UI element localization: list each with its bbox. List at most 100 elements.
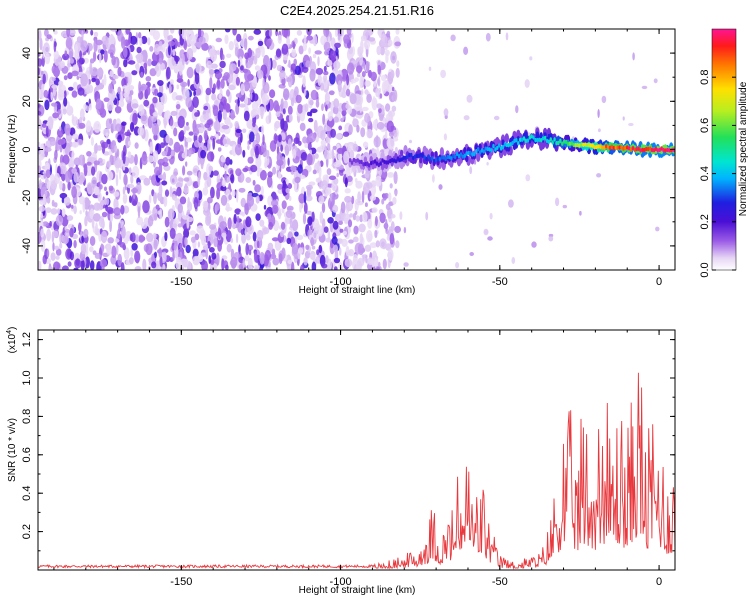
ridge-blob <box>490 148 493 153</box>
noise-blob <box>256 240 260 249</box>
noise-blob <box>277 183 283 190</box>
noise-blob <box>374 215 378 227</box>
ridge-blob <box>563 139 566 144</box>
noise-blob <box>136 46 142 54</box>
noise-blob <box>348 239 354 244</box>
noise-blob <box>126 183 135 189</box>
noise-blob <box>240 83 246 96</box>
noise-blob <box>487 236 493 241</box>
noise-blob <box>329 72 336 85</box>
noise-blob <box>322 113 326 126</box>
noise-blob <box>375 175 382 187</box>
noise-blob <box>135 62 140 74</box>
noise-blob <box>209 224 217 230</box>
noise-blob <box>596 173 602 178</box>
ridge-blob <box>513 138 516 143</box>
noise-blob <box>226 89 230 97</box>
noise-blob <box>220 155 226 163</box>
noise-blob <box>268 110 272 124</box>
noise-blob <box>66 29 71 38</box>
spectrogram-panel: -150 -100 -50 0 -40 -20 0 20 40 Height of strai… <box>7 28 676 296</box>
ridge-blob <box>555 141 558 146</box>
ridge-blob <box>589 143 593 148</box>
noise-blob <box>192 255 200 266</box>
noise-blob <box>294 65 301 76</box>
noise-blob <box>46 249 50 258</box>
noise-blob <box>149 141 154 154</box>
noise-blob <box>159 208 163 220</box>
noise-blob <box>280 221 286 230</box>
noise-blob <box>95 39 103 46</box>
noise-blob <box>96 145 103 151</box>
noise-blob <box>143 99 150 107</box>
noise-blob <box>149 68 157 77</box>
top-x-axis: -150 -100 -50 0 <box>53 29 662 288</box>
noise-blob <box>218 101 224 113</box>
noise-blob <box>117 66 122 77</box>
noise-blob <box>225 156 231 166</box>
noise-blob <box>255 156 262 169</box>
ridge-blob <box>668 148 671 153</box>
ridge-blob <box>379 161 382 166</box>
noise-blob <box>357 243 365 256</box>
noise-blob <box>272 257 280 266</box>
ridge-blob <box>398 158 401 163</box>
noise-blob <box>158 265 161 270</box>
noise-blob <box>65 228 70 233</box>
noise-blob <box>38 67 41 76</box>
noise-blob <box>151 261 157 269</box>
noise-blob <box>46 196 51 204</box>
ridge-blob <box>486 146 489 152</box>
noise-blob <box>279 70 286 80</box>
ridge-blob <box>526 138 530 143</box>
noise-blob <box>129 35 138 45</box>
noise-blob <box>69 251 74 261</box>
noise-blob <box>152 112 159 117</box>
ridge-blob <box>452 153 455 159</box>
noise-blob <box>292 41 296 50</box>
noise-blob <box>598 128 601 133</box>
noise-blob <box>378 107 382 114</box>
noise-blob <box>234 143 242 156</box>
noise-blob <box>185 96 192 108</box>
noise-blob <box>200 149 207 159</box>
noise-blob <box>366 230 373 243</box>
noise-blob <box>42 123 47 128</box>
noise-blob <box>286 237 292 245</box>
ridge-blob <box>538 137 541 142</box>
noise-blob <box>144 66 148 75</box>
noise-blob <box>207 196 213 204</box>
ridge-blob <box>641 147 644 153</box>
noise-blob <box>275 111 281 118</box>
ridge-blob <box>566 141 570 147</box>
y-tick-label: 1.2 <box>21 332 33 347</box>
noise-blob <box>317 56 320 67</box>
noise-blob <box>366 128 373 139</box>
noise-blob <box>54 245 60 250</box>
noise-blob <box>395 29 400 35</box>
noise-blob <box>469 252 475 256</box>
noise-blob <box>310 89 318 101</box>
noise-blob <box>162 161 169 167</box>
noise-blob <box>48 266 54 270</box>
noise-blob <box>318 165 322 178</box>
noise-blob <box>226 53 232 59</box>
ridge-blob <box>454 154 457 160</box>
noise-blob <box>352 118 359 128</box>
noise-blob <box>220 78 225 89</box>
noise-blob <box>58 80 64 87</box>
noise-blob <box>95 222 98 234</box>
noise-blob <box>252 179 256 186</box>
noise-blob <box>409 139 412 144</box>
noise-blob <box>108 185 114 191</box>
noise-blob <box>271 251 276 257</box>
colorbar-gradient <box>711 28 737 271</box>
ridge-blob <box>595 144 598 150</box>
noise-blob <box>51 102 58 107</box>
noise-blob <box>50 252 56 261</box>
noise-blob <box>355 180 363 189</box>
noise-blob <box>263 204 267 210</box>
ridge-blob <box>429 157 432 162</box>
noise-blob <box>274 120 281 129</box>
ridge-blob <box>660 146 663 151</box>
